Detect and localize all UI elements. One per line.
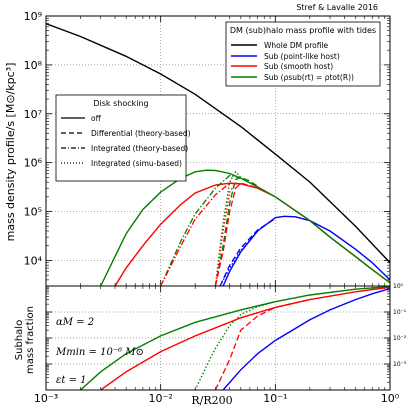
x-tick-label: 10⁻² — [149, 392, 173, 405]
bottom-series-2 — [80, 286, 390, 390]
top-series-3 — [100, 169, 390, 286]
top-series-4 — [214, 176, 258, 286]
top-y-tick-label: 10⁶ — [24, 157, 43, 170]
top-series-group — [46, 22, 390, 286]
legend-disk: Disk shocking off Differential (theory-b… — [55, 94, 191, 182]
top-y-tick-label: 10⁸ — [24, 59, 43, 72]
bottom-ylabel-line2: mass fraction — [25, 306, 36, 374]
bottom-y-tick-label: 10⁻³ — [393, 361, 407, 368]
legend-disk-title: Disk shocking — [93, 99, 148, 108]
legend-label-integrated-simu: Integrated (simu-based) — [91, 159, 182, 168]
top-y-tick-label: 10⁴ — [24, 254, 43, 267]
credit-text: Stref & Lavalle 2016 — [296, 3, 378, 12]
legend-label-whole: Whole DM profile — [264, 41, 329, 50]
legend-label-integrated-theory: Integrated (theory-based) — [91, 144, 188, 153]
x-tick-label: 10⁻³ — [34, 392, 58, 405]
top-y-tick-label: 10⁹ — [24, 10, 42, 23]
bottom-series-3 — [194, 301, 276, 390]
top-series-6 — [214, 170, 242, 286]
top-series-10 — [219, 217, 276, 286]
legend-label-roche: Sub (ρsub(rt) = ρtot(R)) — [264, 73, 354, 82]
bottom-series-0 — [222, 287, 390, 390]
top-series-7 — [214, 182, 258, 286]
legend-label-smooth: Sub (smooth host) — [264, 62, 333, 71]
legend-label-off: off — [91, 114, 102, 123]
top-series-5 — [160, 174, 241, 286]
bottom-y-tick-label: 10⁻¹ — [393, 309, 407, 316]
legend-label-differential: Differential (theory-based) — [91, 129, 191, 138]
bottom-ylabel-line1: Subhalo — [14, 320, 25, 360]
top-series-0 — [46, 22, 390, 264]
legend-tides: DM (sub)halo mass profile with tides Who… — [225, 21, 381, 87]
top-series-9 — [214, 182, 241, 286]
top-y-tick-label: 10⁷ — [24, 108, 42, 121]
legend-label-point: Sub (point-like host) — [264, 52, 340, 61]
x-tick-label: 10⁰ — [381, 392, 400, 405]
top-series-2 — [114, 182, 390, 286]
annotation-mmin: Mmin = 10⁻⁶ M⊙ — [55, 347, 144, 358]
top-series-8 — [160, 182, 241, 286]
top-series-1 — [222, 215, 390, 286]
top-y-tick-label: 10⁵ — [24, 206, 42, 219]
x-axis-title: R/R200 — [191, 394, 232, 407]
x-tick-label: 10⁻¹ — [263, 392, 287, 405]
legend-tides-title: DM (sub)halo mass profile with tides — [230, 26, 376, 35]
bottom-series-1 — [100, 286, 390, 390]
bottom-series-4 — [214, 298, 311, 390]
bottom-series-group — [80, 286, 390, 390]
bottom-y-tick-label: 10⁰ — [393, 283, 404, 290]
bottom-y-tick-label: 10⁻² — [393, 335, 407, 342]
bottom-panel: 10⁻³ 10⁻² 10⁻¹ 10⁰ 10⁻³ 10⁻² 10⁻¹ 10⁰ — [34, 283, 407, 405]
bottom-frame — [45, 285, 391, 391]
top-series-11 — [219, 230, 259, 286]
top-ylabel: mass density profile/s [M⊙/kpc³] — [4, 63, 17, 242]
annotation-eps: εt = 1 — [56, 375, 86, 386]
annotation-alpha: αM = 2 — [56, 317, 94, 328]
